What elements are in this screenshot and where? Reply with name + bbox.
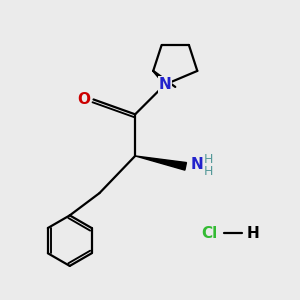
Text: H: H xyxy=(246,226,259,241)
Text: H: H xyxy=(203,153,213,166)
Text: H: H xyxy=(203,165,213,178)
Text: O: O xyxy=(78,92,91,107)
Text: N: N xyxy=(190,158,203,172)
Polygon shape xyxy=(135,156,186,170)
Text: N: N xyxy=(158,77,171,92)
Text: Cl: Cl xyxy=(201,226,218,241)
